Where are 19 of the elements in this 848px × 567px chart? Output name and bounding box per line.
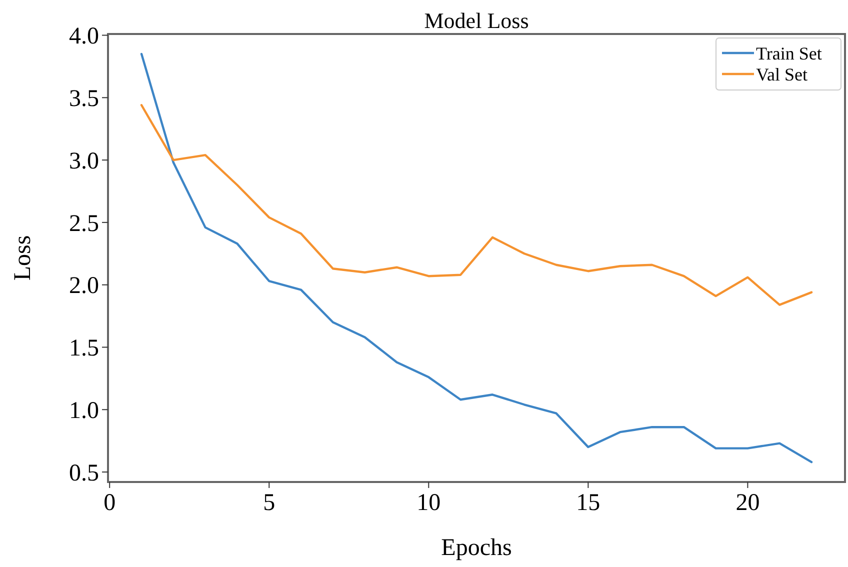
legend-label: Val Set [756, 64, 808, 84]
y-tick-label: 1.0 [69, 398, 99, 424]
y-tick-label: 3.0 [69, 148, 99, 174]
y-tick-label: 0.5 [69, 460, 99, 486]
x-tick-label: 20 [736, 490, 760, 516]
legend-label: Train Set [756, 43, 822, 64]
x-axis-title: Epochs [441, 535, 512, 561]
y-tick-label: 3.5 [69, 86, 99, 112]
y-tick-label: 4.0 [69, 24, 99, 50]
x-tick-label: 0 [104, 490, 116, 516]
x-tick-label: 15 [576, 490, 600, 516]
x-tick-label: 10 [416, 490, 441, 516]
chart-title: Model Loss [424, 8, 529, 33]
y-tick-label: 2.0 [69, 273, 99, 300]
y-tick-label: 2.5 [69, 210, 99, 237]
x-tick-label: 5 [263, 490, 276, 516]
line-series [140, 104, 813, 306]
y-tick-label: 1.5 [69, 336, 99, 362]
y-axis-title: Loss [10, 235, 36, 281]
